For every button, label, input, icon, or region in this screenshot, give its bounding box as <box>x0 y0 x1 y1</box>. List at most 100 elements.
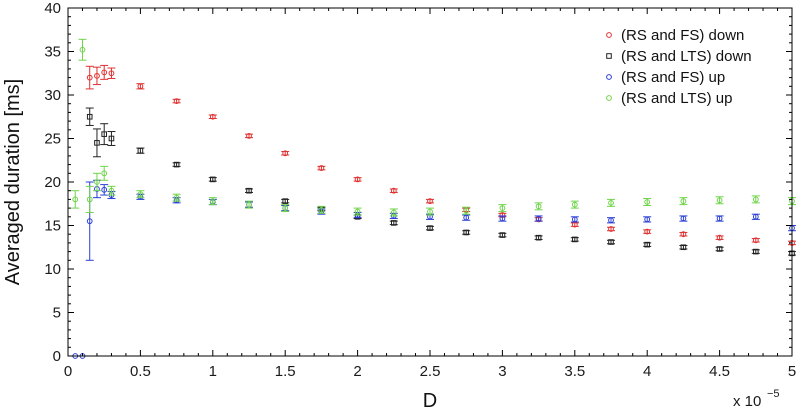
legend-label: (RS and LTS) up <box>621 90 732 107</box>
data-point <box>752 196 759 203</box>
data-point <box>86 113 93 120</box>
data-point <box>463 214 470 221</box>
data-point <box>427 208 433 215</box>
y-tick-label: 25 <box>44 131 61 148</box>
data-point <box>108 70 115 77</box>
data-point <box>354 176 361 183</box>
y-tick-label: 5 <box>53 305 61 322</box>
data-point <box>752 213 759 220</box>
x-tick-label: 1.5 <box>275 363 296 380</box>
data-point <box>499 215 506 222</box>
data-point <box>644 228 651 235</box>
data-point <box>86 218 93 225</box>
y-tick-label: 0 <box>53 348 61 365</box>
data-point <box>108 135 115 142</box>
series-group <box>71 38 796 217</box>
data-point <box>94 179 100 185</box>
data-point <box>246 201 252 208</box>
data-point <box>427 198 433 205</box>
data-point <box>680 244 687 251</box>
series-group <box>85 107 796 257</box>
x-tick-label: 3 <box>498 363 506 380</box>
data-point <box>535 215 542 222</box>
data-point <box>209 113 216 120</box>
axes-layer <box>67 7 793 357</box>
x-tick-label: 1 <box>209 363 217 380</box>
data-point <box>608 199 614 206</box>
data-point <box>499 232 506 238</box>
tick-labels-layer: 0 5 10 15 20 25 30 35 40 0 0.5 1 1.5 2 2.5 3 3.5 4 4.5 5 <box>44 0 796 380</box>
data-point <box>680 215 687 222</box>
data-point <box>716 234 723 241</box>
legend-marker <box>606 53 612 59</box>
series-layer <box>71 38 796 359</box>
data-point <box>282 205 289 212</box>
legend-marker <box>606 74 612 80</box>
y-tick-label: 10 <box>44 261 61 278</box>
x-tick-label: 0.5 <box>130 363 151 380</box>
data-point <box>86 196 93 203</box>
data-point <box>753 248 759 255</box>
x-axis-title: D <box>423 390 437 411</box>
data-point <box>137 147 144 154</box>
data-point <box>282 198 288 204</box>
data-point <box>101 170 108 177</box>
x-tick-label: 2.5 <box>420 363 441 380</box>
legend-label: (RS and FS) up <box>621 69 725 86</box>
y-tick-label: 40 <box>44 0 61 17</box>
x-tick-label: 2 <box>353 363 361 380</box>
data-point <box>72 196 79 203</box>
data-point <box>210 176 216 183</box>
data-point <box>716 197 723 204</box>
data-point <box>752 237 759 244</box>
data-point <box>94 72 100 79</box>
y-tick-label: 35 <box>44 44 61 61</box>
x-exponent-label: x 10 −5 <box>733 388 780 410</box>
data-point <box>608 239 614 245</box>
legend-marker <box>606 95 612 101</box>
data-point <box>282 150 289 157</box>
data-point <box>137 83 144 90</box>
data-point <box>680 231 687 238</box>
data-point <box>608 226 614 232</box>
data-point <box>463 229 469 236</box>
data-point <box>499 205 506 212</box>
data-point <box>571 216 578 223</box>
data-point <box>716 215 723 222</box>
data-point <box>137 191 144 198</box>
y-tick-label: 20 <box>44 174 61 191</box>
data-point <box>644 241 651 248</box>
x-tick-label: 4 <box>643 363 651 380</box>
legend: (RS and FS) down (RS and LTS) down (RS and… <box>606 27 752 107</box>
data-point <box>644 199 651 205</box>
y-tick-label: 30 <box>44 87 61 104</box>
legend-label: (RS and FS) down <box>621 27 744 44</box>
x-tick-label: 4.5 <box>709 363 730 380</box>
x-tick-label: 5 <box>788 363 796 380</box>
data-point <box>571 201 578 208</box>
data-point <box>608 217 614 224</box>
data-point <box>101 69 108 76</box>
data-point <box>644 216 651 223</box>
legend-label: (RS and LTS) down <box>621 48 752 65</box>
data-point <box>535 203 542 210</box>
data-point <box>390 209 397 216</box>
x-tick-label: 3.5 <box>564 363 585 380</box>
x-exponent-power: −5 <box>767 388 780 400</box>
data-point <box>246 132 252 139</box>
data-point <box>535 234 542 241</box>
x-tick-label: 0 <box>64 363 72 380</box>
data-point <box>354 208 361 215</box>
data-point <box>390 187 397 194</box>
y-tick-label: 15 <box>44 218 61 235</box>
data-point <box>173 194 180 201</box>
data-point <box>79 46 86 53</box>
data-point <box>246 187 252 194</box>
data-point <box>318 165 325 171</box>
data-point <box>716 246 723 252</box>
data-point <box>318 206 325 213</box>
data-point <box>108 187 115 194</box>
x-exponent-base: x 10 <box>733 393 761 410</box>
